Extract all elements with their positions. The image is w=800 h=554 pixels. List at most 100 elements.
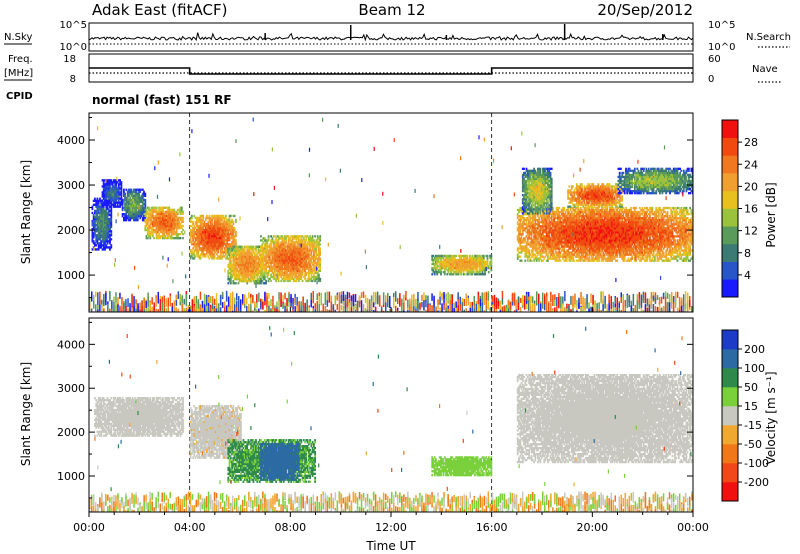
heatmap-cell [217,243,220,246]
heatmap-cell [246,251,249,254]
heatmap-cell [257,269,260,273]
heatmap-cell [94,203,96,206]
heatmap-cell [197,249,199,252]
heatmap-cell [102,215,105,219]
heatmap-cell [469,260,471,264]
heatmap-cell [126,196,129,199]
heatmap-cell [131,215,134,218]
heatmap-cell [542,221,544,224]
heatmap-cell [481,269,484,272]
heatmap-cell [175,233,178,236]
heatmap-cell [539,235,542,238]
heatmap-cell [266,249,269,252]
heatmap-cell [240,253,242,256]
heatmap-cell [175,222,178,226]
heatmap-cell [206,243,208,246]
heatmap-cell [211,253,213,256]
heatmap-cell [305,271,308,274]
heatmap-cell [116,201,119,204]
heatmap-cell [236,245,238,248]
heatmap-cell [581,253,583,256]
heatmap-cell [197,255,199,258]
noise-panel-frame [88,22,694,52]
heatmap-cell [308,253,310,256]
heatmap-cell [276,257,279,260]
heatmap-cell [146,231,149,234]
heatmap-cell [101,234,104,237]
heatmap-cell [224,249,227,252]
heatmap-cell [212,249,215,252]
heatmap-cell [173,216,176,220]
heatmap-cell [170,216,173,220]
heatmap-cell [309,271,311,274]
heatmap-cell [104,230,106,233]
heatmap-cell [209,222,212,226]
heatmap-cell [105,219,108,223]
heatmap-cell [539,251,542,254]
heatmap-cell [257,249,260,252]
heatmap-cell [530,245,533,248]
heatmap-cell [472,258,475,262]
heatmap-cell [201,243,203,246]
heatmap-cell [158,224,160,228]
heatmap-cell [270,251,272,254]
heatmap-cell [554,227,557,230]
heatmap-cell [277,269,280,272]
heatmap-cell [217,224,220,228]
heatmap-cell [295,277,298,281]
heatmap-cell [558,243,561,246]
heatmap-cell [475,273,478,276]
heatmap-cell [438,267,441,270]
heatmap-cell [261,243,264,246]
heatmap-cell [482,254,485,258]
heatmap-cell [258,271,261,275]
heatmap-cell [291,237,294,240]
heatmap-cell [537,225,539,228]
heatmap-cell [237,271,240,275]
heatmap-cell [563,221,566,224]
heatmap-cell [134,192,137,195]
heatmap-cell [558,249,561,252]
heatmap-cell [294,237,296,240]
heatmap-cell [318,253,320,256]
heatmap-cell [281,259,284,262]
heatmap-cell [95,199,98,202]
heatmap-cell [167,226,169,230]
heatmap-cell [180,226,183,230]
heatmap-cell [235,267,237,271]
heatmap-cell [583,251,586,254]
heatmap-cell [529,215,532,218]
heatmap-cell [435,256,437,260]
heatmap-cell [524,247,527,250]
heatmap-cell [182,212,184,215]
heatmap-cell [240,245,242,248]
heatmap-cell [141,198,144,202]
heatmap-cell [578,208,581,212]
heatmap-cell [447,260,450,264]
heatmap-cell [277,273,280,276]
heatmap-cell [558,239,561,242]
heatmap-cell [138,198,140,202]
heatmap-cell [568,223,571,226]
heatmap-cell [99,217,101,221]
heatmap-cell [592,231,595,234]
heatmap-cell [170,218,173,222]
heatmap-cell [101,217,104,221]
heatmap-cell [443,265,446,268]
heatmap-cell [574,241,577,244]
heatmap-cell [537,227,539,230]
heatmap-cell [120,197,123,200]
heatmap-cell [260,239,262,242]
heatmap-cell [302,259,305,262]
heatmap-cell [255,274,257,277]
heatmap-cell [257,259,260,263]
heatmap-cell [591,237,593,240]
heatmap-cell [154,224,157,228]
heatmap-cell [219,241,222,244]
heatmap-cell [209,235,212,238]
heatmap-cell [120,203,123,206]
heatmap-cell [121,213,124,216]
heatmap-cell [560,239,563,242]
heatmap-cell [277,261,280,264]
heatmap-cell [158,220,160,224]
